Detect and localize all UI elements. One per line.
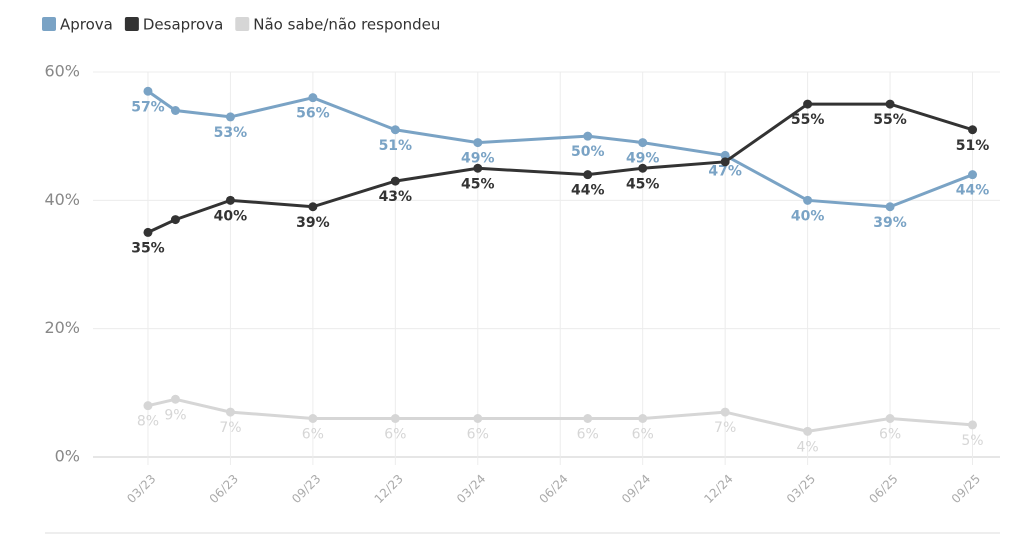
data-label: 35%: [131, 240, 165, 256]
data-point: [308, 202, 318, 212]
data-label: 39%: [296, 215, 330, 231]
data-label: 40%: [214, 208, 248, 224]
data-point: [638, 138, 648, 148]
y-tick-label: 20%: [44, 318, 80, 337]
data-label: 51%: [956, 138, 990, 154]
data-label: 56%: [296, 106, 330, 122]
x-tick-label: 12/23: [372, 472, 406, 506]
data-point: [390, 414, 400, 423]
data-point: [170, 106, 180, 115]
data-label: 6%: [384, 427, 406, 443]
data-label: 8%: [137, 414, 159, 430]
data-point: [885, 414, 895, 423]
data-label: 45%: [626, 176, 660, 192]
data-point: [720, 157, 730, 167]
series-line: [147, 90, 974, 209]
x-tick-label: 03/23: [124, 472, 158, 506]
data-point: [170, 215, 180, 225]
y-tick-label: 0%: [55, 447, 80, 466]
data-point: [473, 163, 483, 173]
data-label: 47%: [708, 163, 742, 179]
data-point: [968, 420, 978, 430]
data-point: [583, 131, 593, 141]
data-label: 55%: [873, 112, 907, 128]
data-label: 6%: [467, 427, 489, 443]
data-point: [638, 163, 648, 173]
data-point: [390, 125, 400, 135]
data-point: [583, 170, 593, 180]
data-label: 57%: [131, 99, 165, 115]
data-point: [583, 414, 593, 423]
data-point: [225, 112, 235, 122]
data-label: 55%: [791, 112, 825, 128]
data-label: 43%: [379, 189, 413, 205]
x-tick-label: 06/25: [866, 472, 900, 506]
data-point: [143, 227, 153, 237]
data-label: 51%: [379, 138, 413, 154]
data-point: [803, 195, 813, 205]
data-label: 49%: [461, 151, 495, 167]
data-point: [225, 407, 235, 417]
data-label: 4%: [796, 439, 818, 455]
data-label: 53%: [214, 125, 248, 141]
legend-label: Aprova: [60, 16, 113, 34]
series-line: [147, 102, 973, 234]
data-label: 6%: [302, 427, 324, 443]
series-line: [147, 397, 973, 433]
data-label: 7%: [714, 420, 736, 436]
data-point: [885, 202, 895, 212]
data-point: [308, 93, 318, 103]
data-point: [225, 195, 235, 205]
data-label: 5%: [961, 433, 983, 449]
data-label: 9%: [164, 407, 186, 423]
data-label: 40%: [791, 208, 825, 224]
data-point: [473, 138, 483, 148]
data-label: 45%: [461, 176, 495, 192]
data-label: 50%: [571, 144, 605, 160]
data-label: 6%: [879, 427, 901, 443]
data-point: [803, 426, 813, 436]
data-point: [170, 394, 180, 404]
data-label: 44%: [956, 183, 990, 199]
legend-swatch: [42, 17, 56, 31]
data-point: [390, 176, 400, 186]
legend-label: Não sabe/não respondeu: [253, 16, 440, 34]
data-label: 39%: [873, 215, 907, 231]
x-tick-label: 09/23: [289, 472, 323, 506]
data-point: [638, 414, 648, 423]
data-point: [968, 125, 978, 135]
data-point: [968, 170, 978, 180]
data-label: 7%: [219, 420, 241, 436]
data-point: [720, 407, 730, 417]
y-tick-label: 40%: [44, 190, 80, 209]
x-tick-label: 12/24: [701, 472, 735, 506]
data-point: [308, 414, 318, 423]
x-tick-label: 03/24: [454, 472, 488, 506]
data-point: [473, 414, 483, 423]
x-tick-label: 06/23: [207, 472, 241, 506]
data-label: 6%: [632, 427, 654, 443]
data-label: 6%: [577, 427, 599, 443]
data-point: [720, 150, 730, 160]
x-tick-label: 09/25: [949, 472, 983, 506]
legend-swatch: [235, 17, 250, 31]
data-point: [143, 86, 153, 96]
data-point: [803, 99, 813, 109]
data-label: 49%: [626, 151, 660, 167]
x-tick-label: 03/25: [784, 472, 818, 506]
data-point: [143, 401, 153, 411]
x-tick-label: 09/24: [619, 472, 653, 506]
x-tick-label: 06/24: [536, 472, 570, 506]
y-tick-label: 60%: [44, 62, 80, 81]
data-point: [885, 99, 895, 109]
legend-swatch: [124, 17, 139, 31]
data-label: 44%: [571, 183, 605, 199]
legend-label: Desaprova: [143, 16, 223, 34]
